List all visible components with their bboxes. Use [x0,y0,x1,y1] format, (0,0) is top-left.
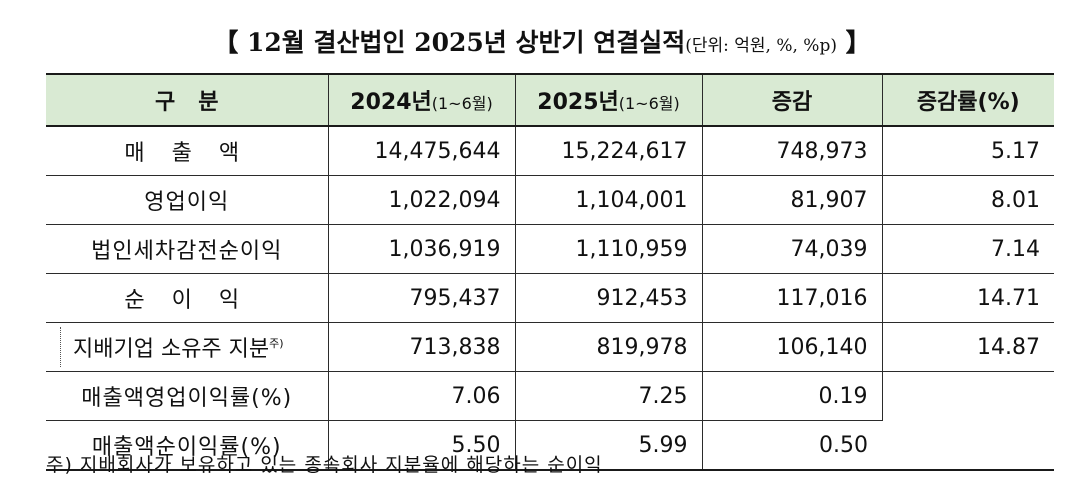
title-close: 】 [836,28,871,57]
title-main: 【 12월 결산법인 2025년 상반기 연결실적 [213,28,686,57]
value-2025: 15,224,617 [515,126,703,176]
title-unit: (단위: 억원, %, %p) [685,36,837,56]
header-category: 구 분 [46,73,329,127]
row-pretax-income: 법인세차감전순이익 1,036,919 1,110,959 74,039 7.1… [46,224,1054,274]
value-2025: 5.99 [515,420,703,471]
empty-rate-cell [882,371,1054,471]
value-2025: 7.25 [515,371,703,421]
value-2025: 912,453 [515,273,703,323]
row-label: 매 출 액 [46,126,329,176]
value-2024: 1,022,094 [328,175,516,225]
row-label-text: 지배기업 소유주 지분 [73,337,270,362]
value-rate: 7.14 [882,224,1054,274]
row-net-income: 순 이 익 795,437 912,453 117,016 14.71 [46,273,1054,323]
value-2024: 795,437 [328,273,516,323]
value-2025: 1,104,001 [515,175,703,225]
row-label: 지배기업 소유주 지분주) [46,322,329,372]
value-2024: 7.06 [328,371,516,421]
report-title: 【 12월 결산법인 2025년 상반기 연결실적(단위: 억원, %, %p)… [0,26,1084,63]
value-2024: 14,475,644 [328,126,516,176]
value-change: 106,140 [702,322,883,372]
value-2025: 819,978 [515,322,703,372]
row-label: 순 이 익 [46,273,329,323]
row-sales: 매 출 액 14,475,644 15,224,617 748,973 5.17 [46,126,1054,176]
header-change: 증감 [702,73,883,127]
row-operating-income: 영업이익 1,022,094 1,104,001 81,907 8.01 [46,175,1054,225]
results-table: 구 분 2024년(1~6월) 2025년(1~6월) 증감 증감률(%) 매 … [46,73,1054,471]
row-net-margin: 매출액순이익률(%) 5.50 5.99 0.50 [46,420,1054,471]
row-label: 영업이익 [46,175,329,225]
header-2024: 2024년(1~6월) [328,73,516,127]
row-controlling-interest: 지배기업 소유주 지분주) 713,838 819,978 106,140 14… [46,322,1054,372]
header-rate: 증감률(%) [882,73,1054,127]
row-label: 매출액영업이익률(%) [46,371,329,421]
footnote-mark: 주) [269,337,284,350]
value-change: 74,039 [702,224,883,274]
value-change: 0.50 [702,420,882,471]
value-2024: 5.50 [328,420,516,471]
value-rate: 14.87 [882,322,1054,372]
value-2024: 713,838 [328,322,516,372]
row-label: 법인세차감전순이익 [46,224,329,274]
value-change: 748,973 [702,126,883,176]
footnote: 주) 지배회사가 보유하고 있는 종속회사 지분율에 해당하는 순이익 [46,454,603,476]
value-rate: 8.01 [882,175,1054,225]
value-rate: 14.71 [882,273,1054,323]
value-2024: 1,036,919 [328,224,516,274]
header-row: 구 분 2024년(1~6월) 2025년(1~6월) 증감 증감률(%) [46,73,1054,127]
value-change: 81,907 [702,175,883,225]
row-operating-margin: 매출액영업이익률(%) 7.06 7.25 0.19 [46,371,1054,471]
header-2025: 2025년(1~6월) [515,73,703,127]
value-change: 117,016 [702,273,883,323]
value-rate: 5.17 [882,126,1054,176]
value-2025: 1,110,959 [515,224,703,274]
row-label: 매출액순이익률(%) [46,420,329,471]
value-change: 0.19 [702,371,883,421]
